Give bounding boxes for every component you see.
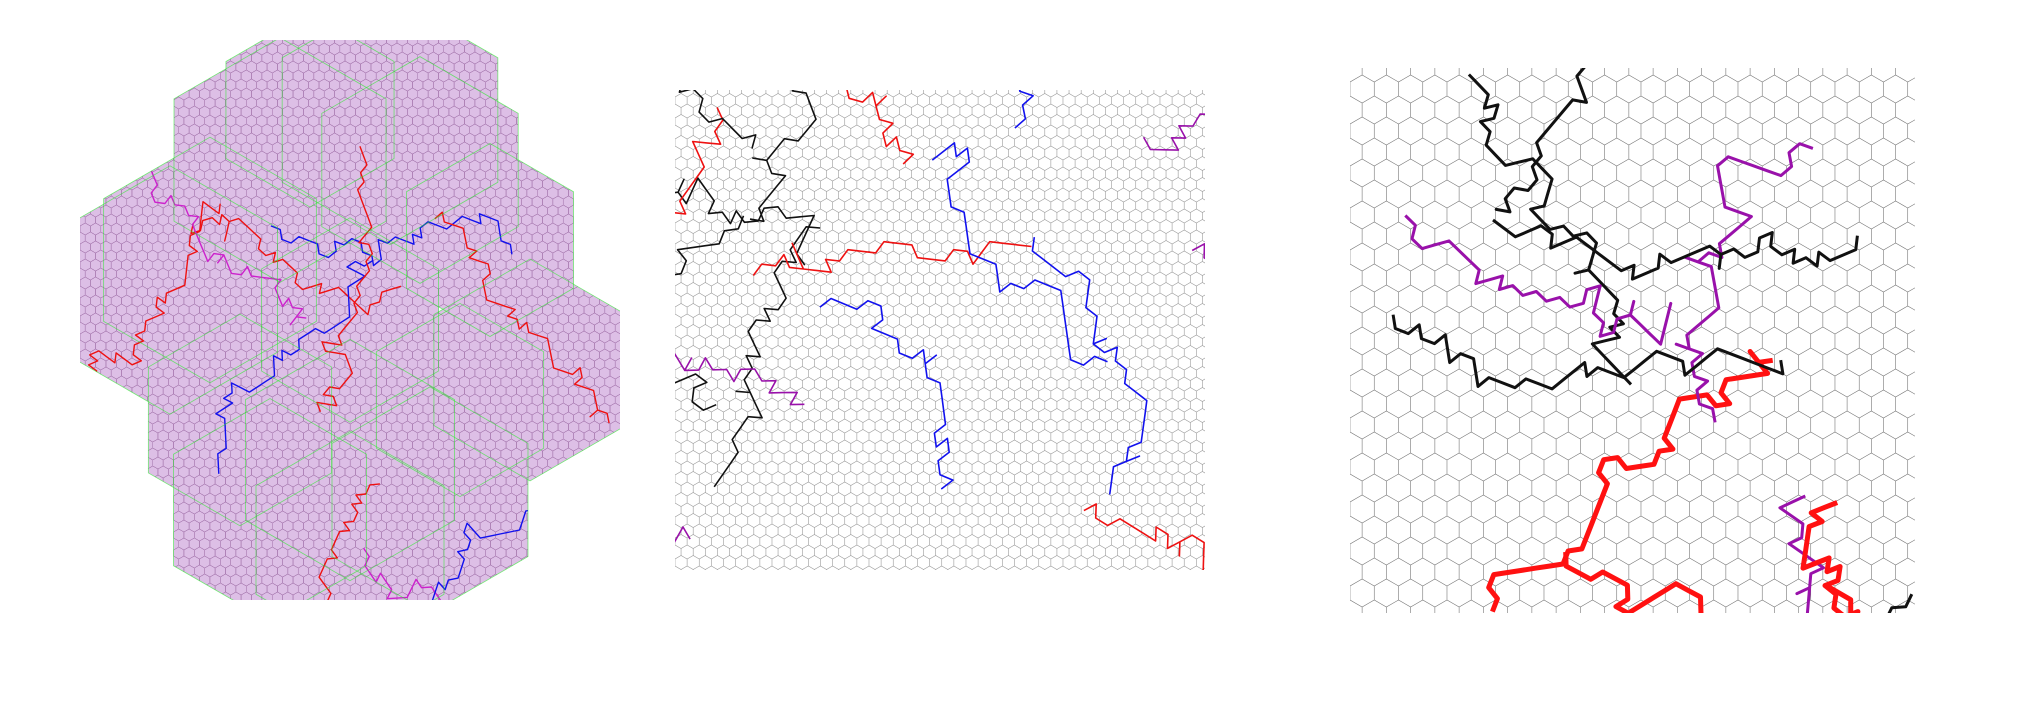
patch-outline xyxy=(261,217,439,423)
hexagon-grid-panel xyxy=(675,90,1205,570)
boundary-path xyxy=(1031,236,1148,495)
hex-grid xyxy=(1350,68,1915,613)
boundary-path xyxy=(316,145,373,413)
patch-outline xyxy=(321,56,519,284)
boundary-path xyxy=(1800,500,1861,613)
hexagon-grid-zoomed-panel xyxy=(1350,68,1915,613)
boundary-path xyxy=(1391,314,1785,391)
boundary-path xyxy=(675,352,805,406)
boundary-path xyxy=(139,164,307,326)
boundary-path xyxy=(1404,214,1673,346)
boundary-path xyxy=(190,213,402,316)
boundary-path xyxy=(1674,142,1814,423)
boundary-path xyxy=(1083,503,1205,570)
boundary-path xyxy=(713,226,821,488)
hexagon-grid-zoomed xyxy=(1350,68,1915,613)
boundary-path xyxy=(80,567,145,600)
boundary-path xyxy=(749,90,817,223)
boundary-path xyxy=(846,90,915,165)
patch-outline xyxy=(406,143,574,337)
patch-outline xyxy=(255,430,445,600)
patch-body xyxy=(80,40,620,600)
boundary-path xyxy=(1563,552,1704,613)
boundary-path xyxy=(675,177,815,266)
boundary-path xyxy=(363,547,582,600)
patch-outline xyxy=(173,40,387,283)
boundary-path xyxy=(675,215,745,276)
boundary-path xyxy=(552,499,609,600)
boundary-path xyxy=(819,297,954,490)
hex-grid xyxy=(675,90,1205,570)
patch-outline xyxy=(331,386,529,600)
boundary-path xyxy=(289,483,380,600)
patch-outline xyxy=(245,338,455,582)
patch-outline xyxy=(103,136,317,384)
patch-outline xyxy=(375,302,545,498)
boundary-path xyxy=(675,107,724,215)
boundary-path xyxy=(434,211,610,424)
boundary-path xyxy=(678,90,757,149)
clipped-hexagon-patch xyxy=(80,40,620,600)
boundary-path xyxy=(1778,494,1825,613)
boundary-path xyxy=(1492,218,1859,281)
patch-outline xyxy=(281,40,499,245)
patch-outline xyxy=(433,258,620,482)
patch-outline xyxy=(80,165,278,415)
patch-outline xyxy=(225,40,395,208)
boundary-path xyxy=(752,240,1032,276)
clipped-hexagon-patch-panel xyxy=(80,40,620,600)
hexagon-grid xyxy=(675,90,1205,570)
boundary-path xyxy=(931,142,1108,366)
boundary-path xyxy=(1494,68,1588,214)
boundary-path xyxy=(1486,349,1774,613)
patch-outline xyxy=(173,398,367,600)
boundary-path xyxy=(215,260,374,474)
fine-grid xyxy=(80,40,620,600)
boundary-path xyxy=(87,200,221,381)
boundary-path xyxy=(675,373,717,412)
boundary-path xyxy=(1142,113,1205,151)
